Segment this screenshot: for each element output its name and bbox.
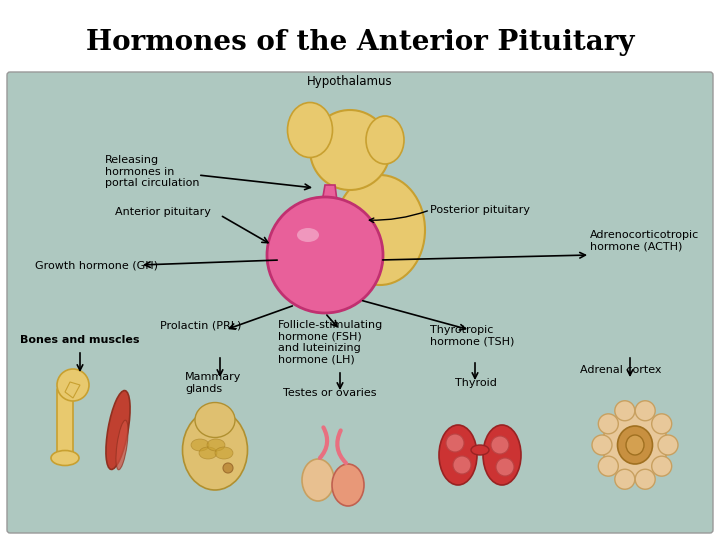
Text: Hormones of the Anterior Pituitary: Hormones of the Anterior Pituitary	[86, 29, 634, 56]
Text: Anterior pituitary: Anterior pituitary	[115, 207, 211, 217]
FancyBboxPatch shape	[7, 72, 713, 533]
Ellipse shape	[310, 110, 390, 190]
Text: Follicle-stimulating
hormone (FSH)
and luteinizing
hormone (LH): Follicle-stimulating hormone (FSH) and l…	[278, 320, 383, 365]
Ellipse shape	[332, 464, 364, 506]
Circle shape	[598, 456, 618, 476]
FancyArrowPatch shape	[337, 430, 346, 463]
Ellipse shape	[302, 459, 334, 501]
Ellipse shape	[439, 425, 477, 485]
Text: Releasing
hormones in
portal circulation: Releasing hormones in portal circulation	[105, 155, 199, 188]
Circle shape	[652, 456, 672, 476]
Text: Prolactin (PRL): Prolactin (PRL)	[160, 320, 241, 330]
Polygon shape	[318, 185, 340, 225]
Circle shape	[635, 401, 655, 421]
Text: Mammary
glands: Mammary glands	[185, 372, 241, 394]
Text: Thyroid: Thyroid	[455, 378, 497, 388]
Text: Thyrotropic
hormone (TSH): Thyrotropic hormone (TSH)	[430, 325, 514, 347]
Ellipse shape	[618, 426, 652, 464]
Ellipse shape	[297, 228, 319, 242]
Circle shape	[496, 458, 514, 476]
Circle shape	[598, 414, 618, 434]
Circle shape	[223, 463, 233, 473]
Text: Posterior pituitary: Posterior pituitary	[430, 205, 530, 215]
Ellipse shape	[335, 175, 425, 285]
Text: Hypothalamus: Hypothalamus	[307, 75, 393, 88]
Ellipse shape	[471, 445, 489, 455]
Circle shape	[615, 469, 635, 489]
Text: Bones and muscles: Bones and muscles	[20, 335, 140, 345]
Ellipse shape	[287, 103, 333, 158]
Ellipse shape	[483, 425, 521, 485]
Ellipse shape	[603, 410, 667, 480]
Ellipse shape	[195, 402, 235, 437]
Ellipse shape	[626, 435, 644, 455]
FancyBboxPatch shape	[57, 388, 73, 457]
Ellipse shape	[199, 447, 217, 459]
Ellipse shape	[51, 450, 79, 465]
Circle shape	[615, 401, 635, 421]
FancyArrowPatch shape	[320, 427, 327, 458]
Text: Adrenocorticotropic
hormone (ACTH): Adrenocorticotropic hormone (ACTH)	[590, 230, 699, 252]
Ellipse shape	[116, 420, 128, 470]
Circle shape	[652, 414, 672, 434]
Text: Adrenal cortex: Adrenal cortex	[580, 365, 662, 375]
Circle shape	[267, 197, 383, 313]
Circle shape	[57, 369, 89, 401]
Polygon shape	[65, 382, 80, 398]
Circle shape	[453, 456, 471, 474]
Ellipse shape	[182, 410, 248, 490]
Ellipse shape	[106, 390, 130, 469]
Circle shape	[446, 434, 464, 452]
Ellipse shape	[366, 116, 404, 164]
Text: Growth hormone (GH): Growth hormone (GH)	[35, 260, 158, 270]
Ellipse shape	[191, 439, 209, 451]
Circle shape	[592, 435, 612, 455]
Circle shape	[491, 436, 509, 454]
Ellipse shape	[215, 447, 233, 459]
Text: Testes or ovaries: Testes or ovaries	[283, 388, 377, 398]
Circle shape	[658, 435, 678, 455]
Circle shape	[635, 469, 655, 489]
Ellipse shape	[207, 439, 225, 451]
